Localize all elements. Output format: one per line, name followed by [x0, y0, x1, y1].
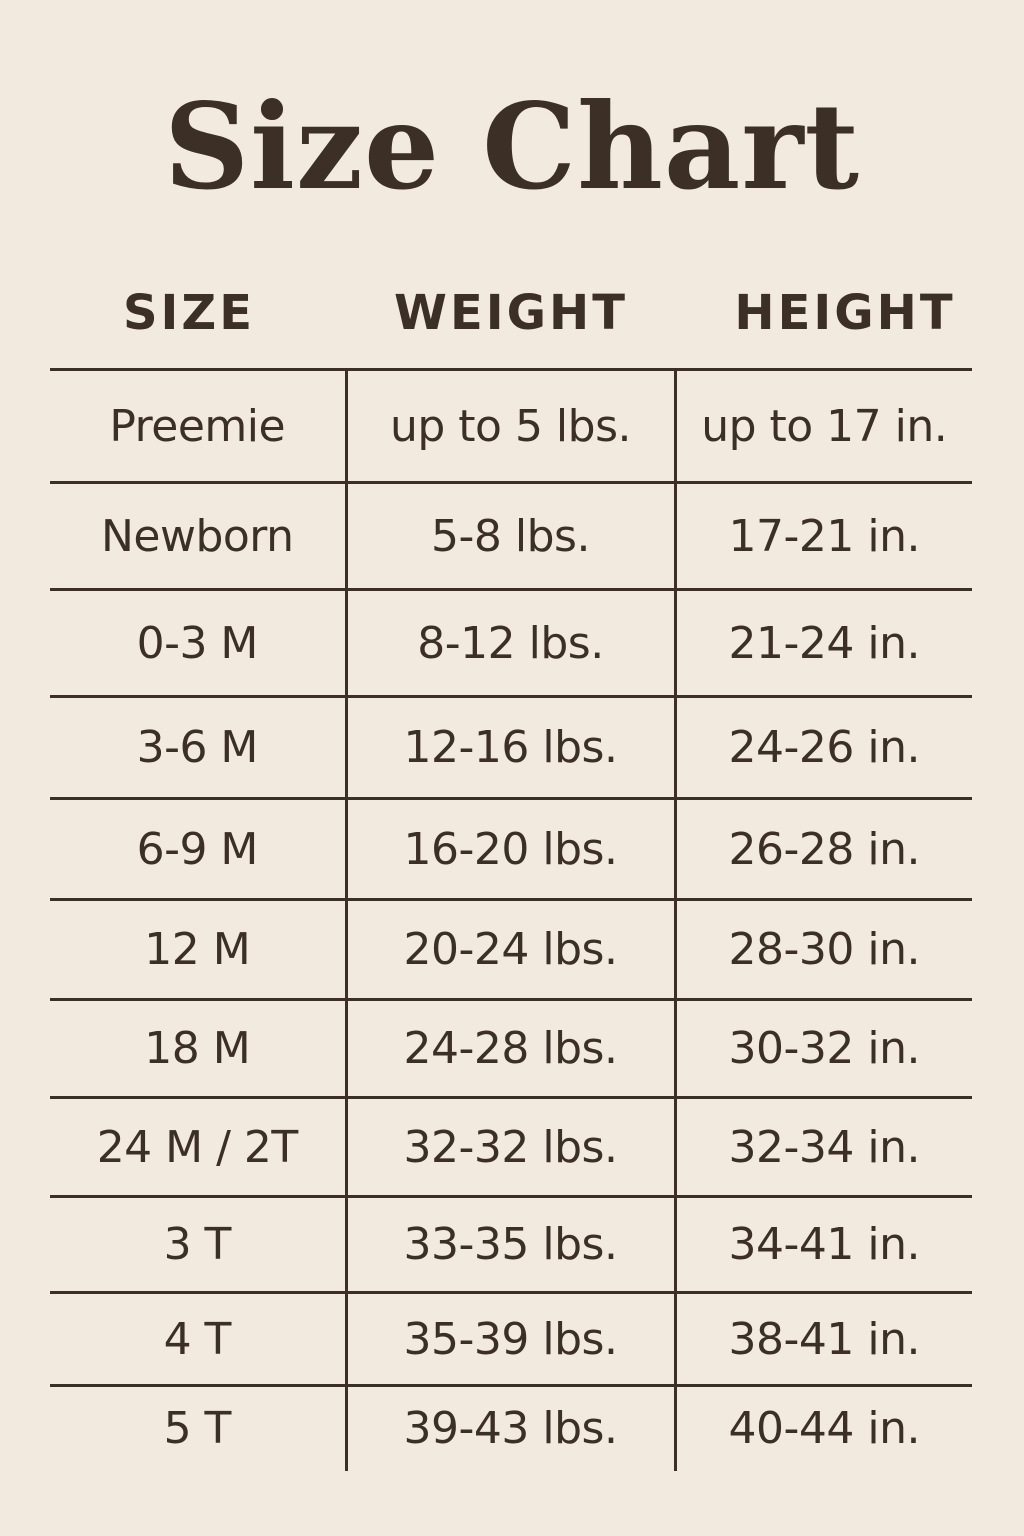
height-cell: 21-24 in. — [673, 588, 972, 697]
size-cell: 18 M — [50, 998, 346, 1098]
height-cell: 17-21 in. — [673, 481, 972, 590]
size-cell: 12 M — [50, 898, 346, 1000]
height-cell: 30-32 in. — [673, 998, 972, 1098]
height-cell: up to 17 in. — [673, 368, 972, 483]
table-row: Preemie up to 5 lbs. up to 17 in. — [50, 368, 972, 483]
header-size: SIZE — [122, 285, 256, 341]
weight-cell: 20-24 lbs. — [344, 898, 675, 1000]
table-row: 5 T 39-43 lbs. 40-44 in. — [50, 1384, 972, 1471]
table-row: 18 M 24-28 lbs. 30-32 in. — [50, 998, 972, 1098]
size-cell: 24 M / 2T — [50, 1096, 346, 1197]
size-cell: 4 T — [50, 1291, 346, 1386]
header-weight: WEIGHT — [394, 285, 628, 341]
weight-cell: 8-12 lbs. — [344, 588, 675, 697]
header-height: HEIGHT — [734, 285, 956, 341]
table-row: 0-3 M 8-12 lbs. 21-24 in. — [50, 588, 972, 697]
weight-cell: 33-35 lbs. — [344, 1195, 675, 1293]
size-cell: Preemie — [50, 368, 346, 483]
height-cell: 24-26 in. — [673, 695, 972, 799]
size-cell: 3 T — [50, 1195, 346, 1293]
size-cell: 3-6 M — [50, 695, 346, 799]
height-cell: 38-41 in. — [673, 1291, 972, 1386]
table-row: 4 T 35-39 lbs. 38-41 in. — [50, 1291, 972, 1386]
weight-cell: 32-32 lbs. — [344, 1096, 675, 1197]
weight-cell: 35-39 lbs. — [344, 1291, 675, 1386]
height-cell: 40-44 in. — [673, 1384, 972, 1471]
weight-cell: 24-28 lbs. — [344, 998, 675, 1098]
table-row: 6-9 M 16-20 lbs. 26-28 in. — [50, 797, 972, 900]
weight-cell: 5-8 lbs. — [344, 481, 675, 590]
height-cell: 28-30 in. — [673, 898, 972, 1000]
weight-cell: up to 5 lbs. — [344, 368, 675, 483]
weight-cell: 16-20 lbs. — [344, 797, 675, 900]
size-table: Preemie up to 5 lbs. up to 17 in. Newborn 5-… — [50, 368, 972, 1471]
height-cell: 32-34 in. — [673, 1096, 972, 1197]
size-cell: 6-9 M — [50, 797, 346, 900]
size-cell: 5 T — [50, 1384, 346, 1471]
table-row: 24 M / 2T 32-32 lbs. 32-34 in. — [50, 1096, 972, 1197]
table-row: 3-6 M 12-16 lbs. 24-26 in. — [50, 695, 972, 799]
page-title: Size Chart — [163, 77, 861, 216]
weight-cell: 12-16 lbs. — [344, 695, 675, 799]
size-cell: Newborn — [50, 481, 346, 590]
height-cell: 26-28 in. — [673, 797, 972, 900]
height-cell: 34-41 in. — [673, 1195, 972, 1293]
table-row: Newborn 5-8 lbs. 17-21 in. — [50, 481, 972, 590]
weight-cell: 39-43 lbs. — [344, 1384, 675, 1471]
table-row: 12 M 20-24 lbs. 28-30 in. — [50, 898, 972, 1000]
table-header: SIZE WEIGHT HEIGHT — [50, 280, 972, 346]
size-cell: 0-3 M — [50, 588, 346, 697]
table-row: 3 T 33-35 lbs. 34-41 in. — [50, 1195, 972, 1293]
